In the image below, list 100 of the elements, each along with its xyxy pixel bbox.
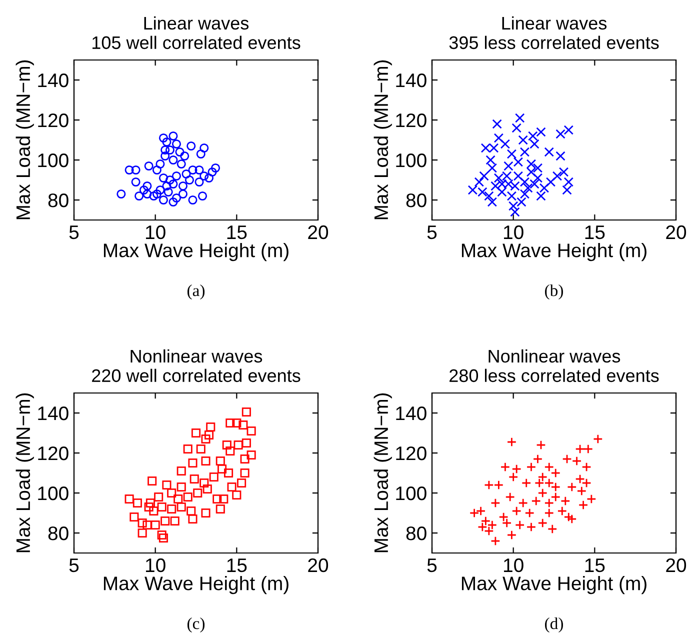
text: (c) bbox=[187, 617, 205, 633]
point bbox=[546, 177, 556, 187]
point bbox=[526, 462, 536, 472]
point bbox=[520, 147, 530, 157]
x-tick-label: 20 bbox=[308, 558, 328, 572]
point bbox=[168, 155, 178, 165]
point bbox=[550, 468, 560, 478]
point bbox=[131, 177, 140, 187]
point bbox=[158, 195, 168, 205]
point bbox=[548, 524, 558, 534]
point bbox=[168, 131, 178, 141]
point bbox=[160, 145, 170, 155]
point bbox=[578, 500, 588, 510]
x-tick-label: 20 bbox=[666, 558, 686, 572]
point bbox=[180, 151, 190, 161]
point bbox=[539, 183, 550, 193]
point bbox=[508, 201, 518, 211]
point bbox=[556, 151, 566, 161]
y-tick-label: 80 bbox=[406, 526, 426, 540]
point bbox=[486, 155, 496, 165]
point bbox=[172, 171, 181, 181]
y-tick-label: 140 bbox=[38, 73, 68, 88]
point bbox=[487, 197, 498, 207]
point bbox=[484, 480, 494, 490]
y-tick-label: 100 bbox=[396, 486, 426, 500]
point bbox=[518, 135, 528, 145]
point bbox=[194, 177, 204, 187]
point bbox=[142, 181, 152, 191]
point bbox=[582, 462, 592, 472]
y-tick-label: 80 bbox=[48, 193, 68, 208]
point bbox=[523, 183, 533, 193]
point bbox=[139, 185, 148, 195]
point bbox=[178, 181, 188, 191]
point bbox=[567, 514, 577, 524]
point bbox=[513, 157, 524, 167]
point bbox=[165, 175, 174, 185]
x-tick-label: 10 bbox=[146, 558, 166, 572]
point bbox=[532, 173, 543, 183]
point bbox=[526, 159, 536, 169]
point bbox=[198, 191, 208, 201]
y-tick-label: 100 bbox=[396, 153, 426, 168]
point bbox=[487, 163, 498, 173]
point bbox=[544, 462, 554, 472]
point bbox=[505, 492, 515, 502]
point bbox=[572, 456, 582, 466]
point bbox=[156, 159, 165, 169]
point bbox=[530, 139, 540, 149]
point bbox=[142, 189, 152, 199]
chart-title: Nonlinear waves bbox=[130, 349, 262, 363]
point bbox=[531, 496, 541, 506]
x-axis-title: Max Wave Height (m) bbox=[462, 576, 646, 594]
y-tick-label: 120 bbox=[396, 446, 426, 460]
point bbox=[144, 161, 154, 171]
point bbox=[514, 113, 525, 123]
y-tick-label: 140 bbox=[38, 406, 68, 420]
point bbox=[536, 440, 546, 450]
point bbox=[164, 187, 173, 197]
point bbox=[558, 167, 569, 177]
point bbox=[576, 486, 587, 496]
x-tick-label: 5 bbox=[427, 226, 437, 240]
point bbox=[544, 147, 554, 157]
point bbox=[556, 129, 566, 139]
point bbox=[562, 454, 572, 464]
point bbox=[550, 482, 560, 492]
point bbox=[175, 147, 184, 157]
point bbox=[512, 123, 522, 133]
point bbox=[575, 474, 585, 484]
point bbox=[211, 163, 220, 173]
point bbox=[200, 143, 209, 153]
point bbox=[490, 536, 500, 546]
point bbox=[536, 191, 546, 201]
point bbox=[500, 139, 510, 149]
x-tick-label: 20 bbox=[666, 225, 686, 240]
point bbox=[502, 518, 512, 528]
point bbox=[184, 175, 194, 185]
chart-title: Nonlinear waves bbox=[488, 349, 620, 363]
y-tick-label: 80 bbox=[48, 526, 68, 540]
chart-subtitle: 280 less correlated events bbox=[450, 368, 659, 382]
point bbox=[582, 478, 592, 488]
y-axis-title: Max Load (MN−m) bbox=[374, 393, 392, 552]
point bbox=[500, 462, 510, 472]
point bbox=[134, 191, 144, 201]
point bbox=[593, 434, 603, 444]
point bbox=[544, 478, 554, 488]
x-tick-label: 5 bbox=[427, 558, 437, 572]
point bbox=[564, 177, 574, 187]
y-axis-title: Max Load (MN−m) bbox=[16, 393, 34, 552]
point bbox=[194, 165, 204, 175]
y-axis-title: Max Load (MN−m) bbox=[374, 60, 392, 220]
y-tick-label: 100 bbox=[38, 486, 68, 500]
point bbox=[575, 444, 585, 454]
point bbox=[544, 508, 554, 518]
x-axis-title: Max Wave Height (m) bbox=[104, 576, 288, 594]
point bbox=[512, 506, 522, 516]
x-tick-label: 15 bbox=[585, 558, 605, 572]
point bbox=[524, 508, 534, 518]
y-tick-label: 120 bbox=[396, 113, 426, 128]
point bbox=[504, 161, 514, 171]
point bbox=[131, 165, 140, 175]
point bbox=[564, 125, 574, 135]
